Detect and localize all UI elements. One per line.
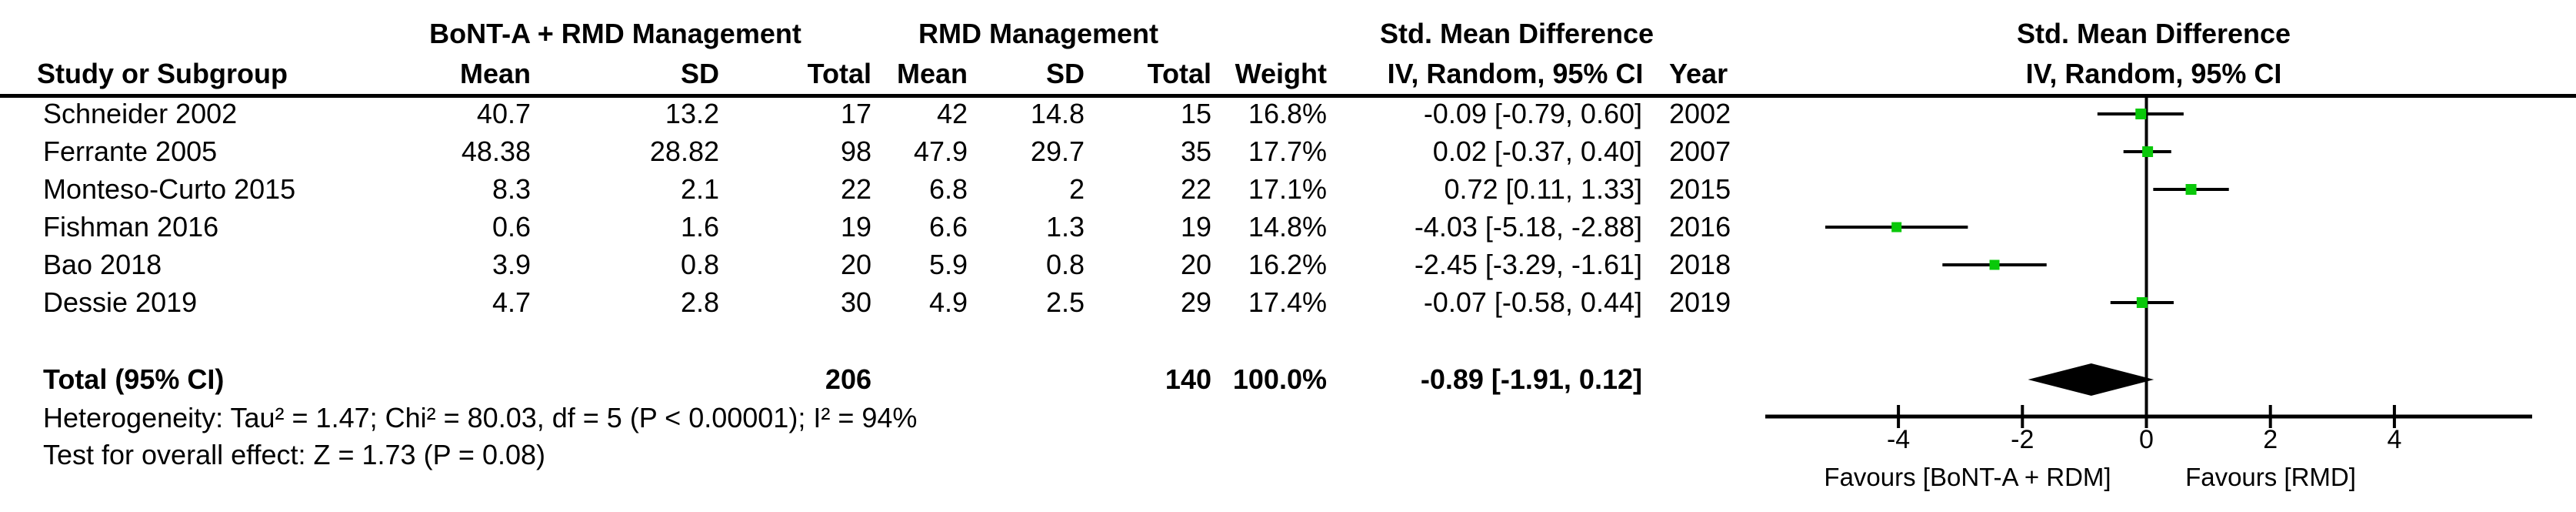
study-total1-cell: 30 bbox=[840, 286, 871, 318]
study-mean2-cell: 5.9 bbox=[928, 249, 968, 280]
study-mean2-cell: 42 bbox=[936, 98, 968, 129]
overall-effect-text: Test for overall effect: Z = 1.73 (P = 0… bbox=[43, 439, 546, 470]
study-mean1-cell: 4.7 bbox=[492, 286, 531, 318]
header-divider-line bbox=[0, 94, 2576, 98]
study-ci-cell: -0.07 [-0.58, 0.44] bbox=[1423, 286, 1642, 318]
study-sd2-cell: 29.7 bbox=[1030, 136, 1085, 167]
study-ci-cell: 0.72 [0.11, 1.33] bbox=[1444, 173, 1642, 205]
axis-tick-label: 4 bbox=[2387, 425, 2401, 454]
study-sd1-cell: 2.1 bbox=[680, 173, 719, 205]
study-year-cell: 2015 bbox=[1669, 173, 1731, 205]
study-mean1-cell: 40.7 bbox=[476, 98, 531, 129]
favours-left-label: Favours [BoNT-A + RDM] bbox=[1824, 463, 2111, 491]
axis-tick-label: 0 bbox=[2139, 425, 2154, 454]
study-weight-cell: 17.4% bbox=[1248, 286, 1327, 318]
study-sd2-cell: 0.8 bbox=[1045, 249, 1085, 280]
study-weight-cell: 16.8% bbox=[1248, 98, 1327, 129]
effect-square bbox=[1989, 259, 2000, 270]
col-sd2: SD bbox=[1045, 58, 1085, 89]
study-name-cell: Bao 2018 bbox=[43, 249, 162, 280]
study-weight-cell: 17.7% bbox=[1248, 136, 1327, 167]
study-sd1-cell: 2.8 bbox=[680, 286, 719, 318]
study-total2-cell: 20 bbox=[1180, 249, 1211, 280]
study-total2-cell: 22 bbox=[1180, 173, 1211, 205]
study-ci-cell: -4.03 [-5.18, -2.88] bbox=[1414, 211, 1642, 243]
axis-tick-label: -2 bbox=[2011, 425, 2034, 454]
study-ci-cell: 0.02 [-0.37, 0.40] bbox=[1432, 136, 1642, 167]
study-ci-cell: -2.45 [-3.29, -1.61] bbox=[1414, 249, 1642, 280]
study-name-cell: Ferrante 2005 bbox=[43, 136, 218, 167]
study-mean2-cell: 47.9 bbox=[913, 136, 968, 167]
group1-header: BoNT-A + RMD Management bbox=[429, 18, 801, 49]
study-mean1-cell: 3.9 bbox=[492, 249, 531, 280]
effect-square bbox=[1891, 222, 1902, 233]
study-sd1-cell: 13.2 bbox=[665, 98, 719, 129]
study-sd1-cell: 28.82 bbox=[649, 136, 719, 167]
col-study: Study or Subgroup bbox=[37, 58, 288, 89]
study-weight-cell: 17.1% bbox=[1248, 173, 1327, 205]
study-name-cell: Dessie 2019 bbox=[43, 286, 198, 318]
study-total1-cell: 20 bbox=[840, 249, 871, 280]
effect-header-plot: Std. Mean Difference bbox=[2016, 18, 2291, 49]
plot-header-line2: IV, Random, 95% CI bbox=[2025, 58, 2282, 89]
favours-right-label: Favours [RMD] bbox=[2185, 463, 2356, 491]
total-row-total1: 206 bbox=[825, 363, 871, 395]
study-year-cell: 2002 bbox=[1669, 98, 1731, 129]
study-total1-cell: 22 bbox=[840, 173, 871, 205]
col-ci: IV, Random, 95% CI bbox=[1387, 58, 1644, 89]
effect-square bbox=[2142, 146, 2154, 157]
summary-diamond bbox=[2028, 363, 2154, 396]
effect-square bbox=[2135, 109, 2147, 119]
total-row-label: Total (95% CI) bbox=[43, 363, 225, 395]
study-total2-cell: 15 bbox=[1180, 98, 1211, 129]
study-name-cell: Schneider 2002 bbox=[43, 98, 238, 129]
study-sd1-cell: 1.6 bbox=[680, 211, 719, 243]
study-sd2-cell: 2.5 bbox=[1045, 286, 1085, 318]
study-mean1-cell: 0.6 bbox=[492, 211, 531, 243]
study-year-cell: 2016 bbox=[1669, 211, 1731, 243]
total-row-ci: -0.89 [-1.91, 0.12] bbox=[1420, 363, 1642, 395]
col-sd1: SD bbox=[680, 58, 719, 89]
effect-header-table: Std. Mean Difference bbox=[1379, 18, 1655, 49]
study-name-cell: Fishman 2016 bbox=[43, 211, 219, 243]
study-sd2-cell: 1.3 bbox=[1045, 211, 1085, 243]
study-mean1-cell: 8.3 bbox=[492, 173, 531, 205]
total-row-total2: 140 bbox=[1165, 363, 1211, 395]
study-sd2-cell: 14.8 bbox=[1030, 98, 1085, 129]
col-year: Year bbox=[1669, 58, 1728, 89]
axis-tick-label: -4 bbox=[1887, 425, 1910, 454]
study-total1-cell: 98 bbox=[840, 136, 871, 167]
study-sd2-cell: 2 bbox=[1068, 173, 1085, 205]
study-total1-cell: 17 bbox=[840, 98, 871, 129]
study-sd1-cell: 0.8 bbox=[680, 249, 719, 280]
col-mean1: Mean bbox=[459, 58, 531, 89]
study-total2-cell: 19 bbox=[1180, 211, 1211, 243]
study-mean2-cell: 6.8 bbox=[928, 173, 968, 205]
study-total2-cell: 35 bbox=[1180, 136, 1211, 167]
study-name-cell: Monteso-Curto 2015 bbox=[43, 173, 296, 205]
effect-square bbox=[2185, 184, 2197, 195]
study-mean2-cell: 4.9 bbox=[928, 286, 968, 318]
study-total2-cell: 29 bbox=[1180, 286, 1211, 318]
study-mean1-cell: 48.38 bbox=[461, 136, 531, 167]
study-mean2-cell: 6.6 bbox=[928, 211, 968, 243]
study-weight-cell: 16.2% bbox=[1248, 249, 1327, 280]
axis-tick-label: 2 bbox=[2263, 425, 2278, 454]
col-mean2: Mean bbox=[896, 58, 968, 89]
group2-header: RMD Management bbox=[918, 18, 1159, 49]
study-year-cell: 2018 bbox=[1669, 249, 1731, 280]
study-weight-cell: 14.8% bbox=[1248, 211, 1327, 243]
heterogeneity-text: Heterogeneity: Tau² = 1.47; Chi² = 80.03… bbox=[43, 402, 918, 433]
col-total2: Total bbox=[1147, 58, 1211, 89]
col-weight: Weight bbox=[1235, 58, 1327, 89]
effect-square bbox=[2136, 297, 2148, 308]
col-total1: Total bbox=[807, 58, 871, 89]
total-row-weight: 100.0% bbox=[1232, 363, 1327, 395]
study-ci-cell: -0.09 [-0.79, 0.60] bbox=[1423, 98, 1642, 129]
study-total1-cell: 19 bbox=[840, 211, 871, 243]
study-year-cell: 2007 bbox=[1669, 136, 1731, 167]
study-year-cell: 2019 bbox=[1669, 286, 1731, 318]
